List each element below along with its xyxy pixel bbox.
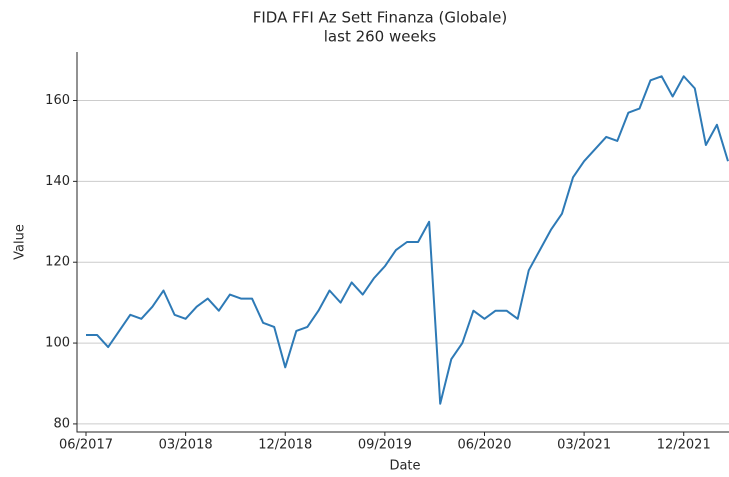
chart-subtitle: last 260 weeks: [324, 28, 437, 46]
y-tick-label: 100: [45, 336, 70, 351]
y-axis-label: Value: [13, 224, 28, 260]
y-tick-label: 140: [45, 174, 70, 189]
x-tick-label: 06/2017: [59, 438, 113, 453]
x-tick-label: 03/2021: [557, 438, 611, 453]
chart-title: FIDA FFI Az Sett Finanza (Globale): [253, 9, 508, 27]
y-tick-label: 80: [53, 416, 70, 431]
x-tick-label: 12/2021: [657, 438, 711, 453]
x-tick-label: 03/2018: [159, 438, 213, 453]
x-tick-label: 09/2019: [358, 438, 412, 453]
y-tick-label: 120: [45, 255, 70, 270]
axes-spine: [76, 52, 729, 433]
y-tick-label: 160: [45, 93, 70, 108]
data-line: [86, 75, 729, 405]
x-tick-label: 06/2020: [457, 438, 511, 453]
x-axis-label: Date: [389, 459, 420, 474]
x-tick-label: 12/2018: [258, 438, 312, 453]
